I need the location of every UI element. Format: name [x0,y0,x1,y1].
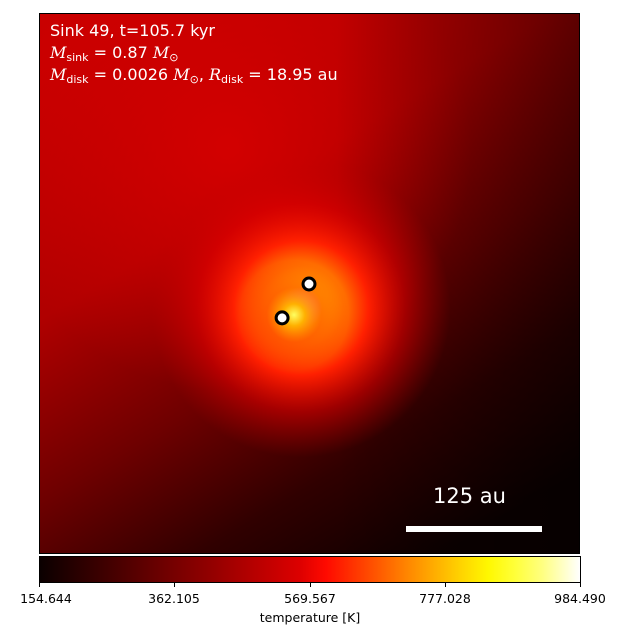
r-disk-sub: disk [221,73,244,86]
solar-symbol-2: ⊙ [189,73,199,86]
colorbar-tick [310,583,311,587]
sink-marker-primary [301,276,317,292]
colorbar [39,556,581,583]
colorbar-tick-label: 777.028 [419,591,471,606]
scale-bar-label: 125 au [433,484,506,508]
m-disk-value: = 0.0026 [93,65,169,84]
colorbar-tick-label: 984.490 [554,591,606,606]
m-disk-symbol: M [50,65,67,84]
colorbar-tick [445,583,446,587]
disk-properties-label: Mdisk = 0.0026 M⊙, Rdisk = 18.95 au [50,65,338,86]
colorbar-label: temperature [K] [259,610,361,625]
m-disk-unit: M [173,65,190,84]
m-sink-unit: M [152,43,170,62]
sink-mass-label: Msink = 0.87 M⊙ [50,43,179,64]
colorbar-tick-label: 362.105 [148,591,200,606]
scale-bar [406,526,542,532]
m-sink-symbol: M [50,43,67,62]
m-sink-sub: sink [66,51,89,64]
temperature-map-panel: Sink 49, t=105.7 kyr Msink = 0.87 M⊙ Mdi… [39,13,580,554]
r-disk-symbol: R [209,65,222,84]
solar-symbol: ⊙ [169,51,179,64]
sink-time-label: Sink 49, t=105.7 kyr [50,21,215,40]
m-sink-value: = 0.87 [93,43,148,62]
temperature-field [40,14,579,553]
colorbar-tick-label: 154.644 [20,591,72,606]
sink-marker-secondary [274,310,290,326]
colorbar-tick [39,583,40,587]
r-disk-value: = 18.95 [248,65,313,84]
r-disk-unit: au [317,65,338,84]
colorbar-tick [174,583,175,587]
colorbar-tick [580,583,581,587]
m-disk-sub: disk [66,73,89,86]
colorbar-tick-label: 569.567 [284,591,336,606]
